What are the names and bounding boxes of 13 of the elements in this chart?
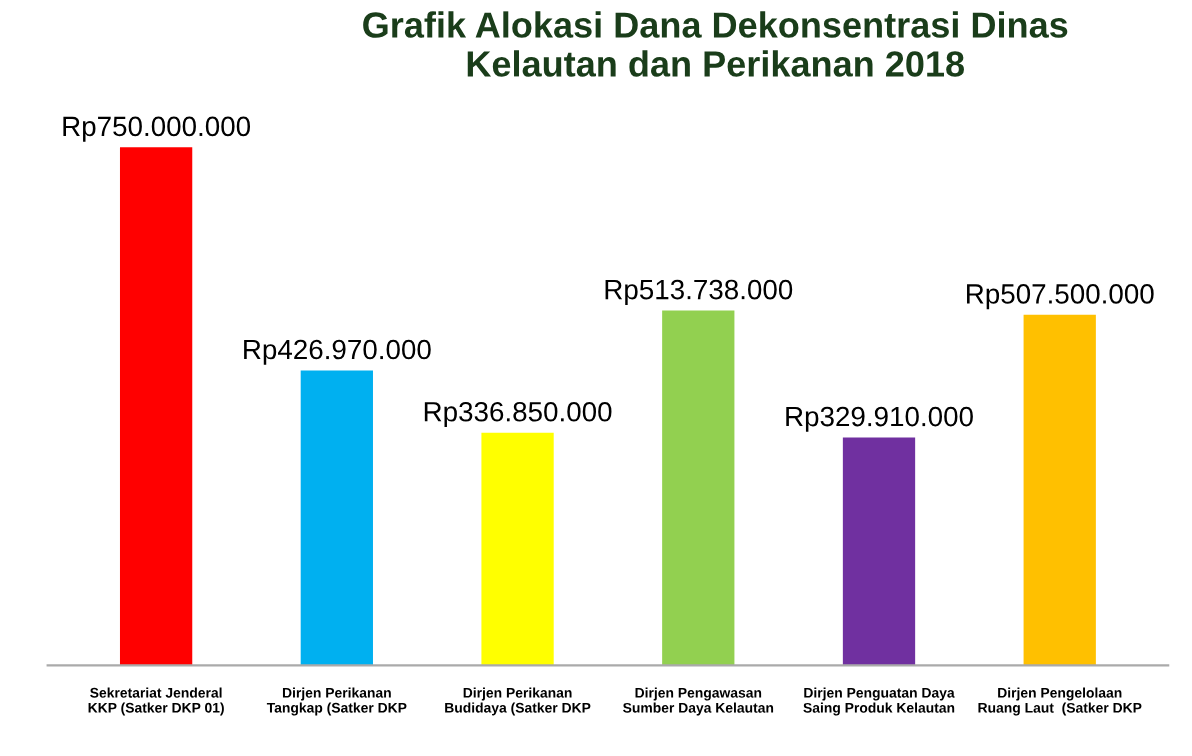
bar [119,147,193,666]
data-label: Rp329.910.000 [786,406,973,432]
data-label: Rp336.850.000 [424,401,612,428]
bar [481,432,554,666]
bar [842,437,916,666]
chart-title: Grafik Alokasi Dana Dekonsentrasi Dinas Kelautan dan Perikanan 2018 [363,11,1068,77]
bar [300,370,373,666]
data-label: Rp507.500.000 [967,284,1154,310]
bar [1023,314,1096,666]
data-label: Rp513.738.000 [605,279,793,305]
data-label: Rp426.970.000 [244,339,431,365]
bar [662,310,735,666]
data-label: Rp750.000.000 [63,116,251,142]
